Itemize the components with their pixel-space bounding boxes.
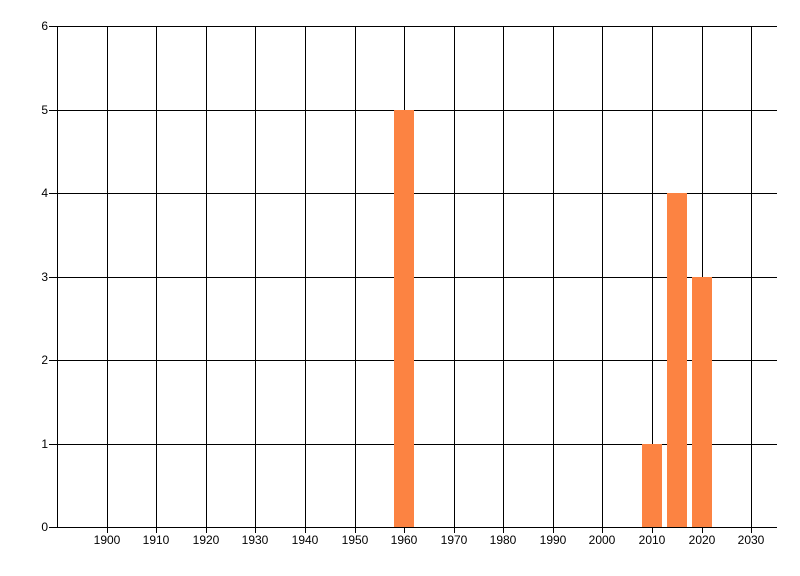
x-axis-tick-label: 1940: [291, 533, 319, 547]
gridline-vertical: [602, 26, 603, 533]
gridline-vertical: [751, 26, 752, 533]
x-axis-tick-label: 1910: [142, 533, 170, 547]
gridline-vertical: [553, 26, 554, 533]
x-axis-tick-label: 1900: [93, 533, 121, 547]
gridline-vertical: [255, 26, 256, 533]
gridline-vertical: [503, 26, 504, 533]
x-axis-tick-label: 1990: [539, 533, 567, 547]
y-axis-tick-label: 2: [41, 353, 48, 367]
gridline-vertical: [156, 26, 157, 533]
y-axis-line: [57, 26, 58, 528]
gridline-horizontal: [49, 26, 777, 27]
x-axis-tick-label: 1970: [440, 533, 468, 547]
y-axis-tick-label: 4: [41, 186, 48, 200]
x-axis-tick-label: 1960: [390, 533, 418, 547]
x-axis-tick-label: 1930: [241, 533, 269, 547]
y-axis-tick-label: 1: [41, 437, 48, 451]
gridline-vertical: [305, 26, 306, 533]
x-axis-line: [49, 527, 777, 528]
gridline-vertical: [652, 26, 653, 533]
x-axis-tick-label: 2020: [688, 533, 716, 547]
y-axis-tick-label: 3: [41, 270, 48, 284]
gridline-vertical: [355, 26, 356, 533]
y-axis-tick-label: 5: [41, 103, 48, 117]
bar-1960: [394, 110, 414, 527]
y-axis-tick-label: 0: [41, 520, 48, 534]
x-axis-tick-label: 1980: [489, 533, 517, 547]
bar-2015: [667, 193, 687, 527]
bar-2020: [692, 277, 712, 527]
bar-2010: [642, 444, 662, 527]
x-axis-tick-label: 2010: [638, 533, 666, 547]
x-axis-tick-label: 1950: [341, 533, 369, 547]
x-axis-tick-label: 2000: [588, 533, 616, 547]
x-axis-tick-label: 1920: [192, 533, 220, 547]
gridline-vertical: [454, 26, 455, 533]
y-axis-tick-label: 6: [41, 19, 48, 33]
x-axis-tick-label: 2030: [737, 533, 765, 547]
gridline-vertical: [206, 26, 207, 533]
gridline-vertical: [107, 26, 108, 533]
